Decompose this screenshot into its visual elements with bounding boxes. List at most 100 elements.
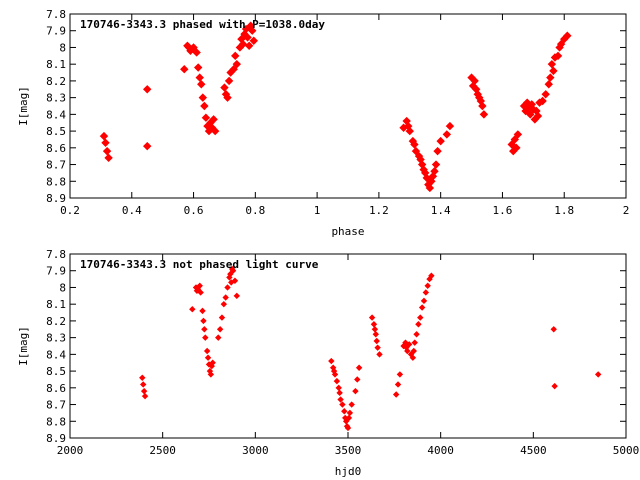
data-point <box>243 33 252 42</box>
data-point <box>218 314 226 321</box>
x-tick-label: 0.2 <box>60 204 80 217</box>
data-point <box>370 321 378 328</box>
data-point <box>140 387 148 395</box>
x-axis-label-phased: phase <box>331 225 364 238</box>
data-point <box>550 326 557 333</box>
y-tick-label: 8.4 <box>46 108 66 121</box>
data-point <box>202 334 209 341</box>
data-point <box>355 364 363 371</box>
data-point <box>410 140 419 149</box>
data-point <box>373 337 380 345</box>
data-point <box>139 374 146 381</box>
data-point <box>594 371 602 378</box>
data-point <box>433 146 442 156</box>
data-point <box>428 272 435 279</box>
data-point <box>411 339 418 346</box>
data-point <box>238 39 248 49</box>
data-point <box>143 85 152 94</box>
data-point <box>533 111 543 121</box>
x-tick-label: 2500 <box>149 444 176 457</box>
data-point <box>337 396 344 403</box>
y-tick-label: 8.7 <box>46 399 66 412</box>
y-tick-label: 7.8 <box>46 8 66 21</box>
y-tick-label: 8.9 <box>46 192 66 205</box>
y-tick-label: 7.8 <box>46 248 66 261</box>
y-tick-label: 8 <box>59 41 66 54</box>
data-point <box>201 326 208 333</box>
data-point <box>376 351 383 358</box>
x-tick-label: 2 <box>623 204 630 217</box>
y-tick-label: 8.8 <box>46 415 66 428</box>
data-point <box>209 359 216 366</box>
x-tick-label: 2000 <box>57 444 84 457</box>
data-point <box>405 341 413 348</box>
data-point <box>248 26 257 35</box>
data-point <box>189 305 196 313</box>
data-point <box>422 289 430 296</box>
data-point <box>232 59 242 69</box>
x-tick-label: 4000 <box>427 444 454 457</box>
y-tick-label: 7.9 <box>46 25 66 38</box>
x-tick-label: 1.6 <box>493 204 513 217</box>
data-point <box>335 384 342 392</box>
y-axis-label-unphased: I[mag] <box>17 326 30 366</box>
data-point <box>198 93 208 102</box>
data-point <box>199 307 206 315</box>
plot-frame-phased <box>69 13 627 199</box>
y-tick-label: 8.1 <box>46 298 66 311</box>
data-point <box>102 146 112 156</box>
data-point <box>563 31 572 40</box>
x-tick-label: 3500 <box>335 444 362 457</box>
data-point <box>544 80 553 89</box>
data-point <box>510 135 520 144</box>
data-point <box>546 73 555 82</box>
data-point <box>328 357 335 365</box>
data-point <box>342 418 350 425</box>
chart-title-phased: 170746-3343.3 phased with P=1038.0day <box>80 18 325 31</box>
data-point <box>201 113 211 122</box>
data-point <box>371 326 379 333</box>
y-tick-label: 7.9 <box>46 265 66 278</box>
data-point <box>374 344 381 351</box>
data-point <box>372 331 380 338</box>
data-point <box>479 110 489 119</box>
data-point <box>547 59 557 69</box>
y-tick-label: 8.6 <box>46 382 66 395</box>
data-point <box>224 76 234 86</box>
data-point <box>396 371 404 378</box>
data-point <box>409 354 417 361</box>
data-point <box>345 414 353 422</box>
data-point <box>411 146 421 156</box>
data-point <box>231 51 240 61</box>
data-point <box>197 289 204 296</box>
y-tick-label: 8.4 <box>46 348 66 361</box>
data-point <box>354 376 361 383</box>
data-point <box>139 381 147 388</box>
data-point <box>226 274 233 281</box>
data-point <box>392 391 400 398</box>
chart-unphased: 2000 2500 3000 3500 4000 4500 5000 7.8 7.9 8 8.1 8.… <box>17 248 639 478</box>
data-point <box>195 73 204 82</box>
y-tick-label: 8.6 <box>46 142 66 155</box>
data-point <box>402 339 409 346</box>
x-tick-label: 4500 <box>520 444 547 457</box>
data-point <box>418 304 426 311</box>
data-point <box>339 401 346 408</box>
data-point <box>220 83 229 92</box>
y-tick-label: 8.2 <box>46 75 66 88</box>
data-point <box>216 326 224 333</box>
x-axis-label-unphased: hjd0 <box>335 465 362 478</box>
data-point <box>430 167 439 176</box>
x-tick-label: 3000 <box>242 444 269 457</box>
data-point <box>180 64 189 74</box>
data-point <box>244 41 254 50</box>
y-tick-label: 8.3 <box>46 332 66 345</box>
data-point <box>231 277 239 284</box>
y-tick-label: 8.8 <box>46 175 66 188</box>
data-point <box>209 115 218 124</box>
y-tick-label: 8 <box>59 281 66 294</box>
data-points-unphased <box>139 265 602 432</box>
data-point <box>344 424 352 432</box>
data-point <box>404 347 411 355</box>
